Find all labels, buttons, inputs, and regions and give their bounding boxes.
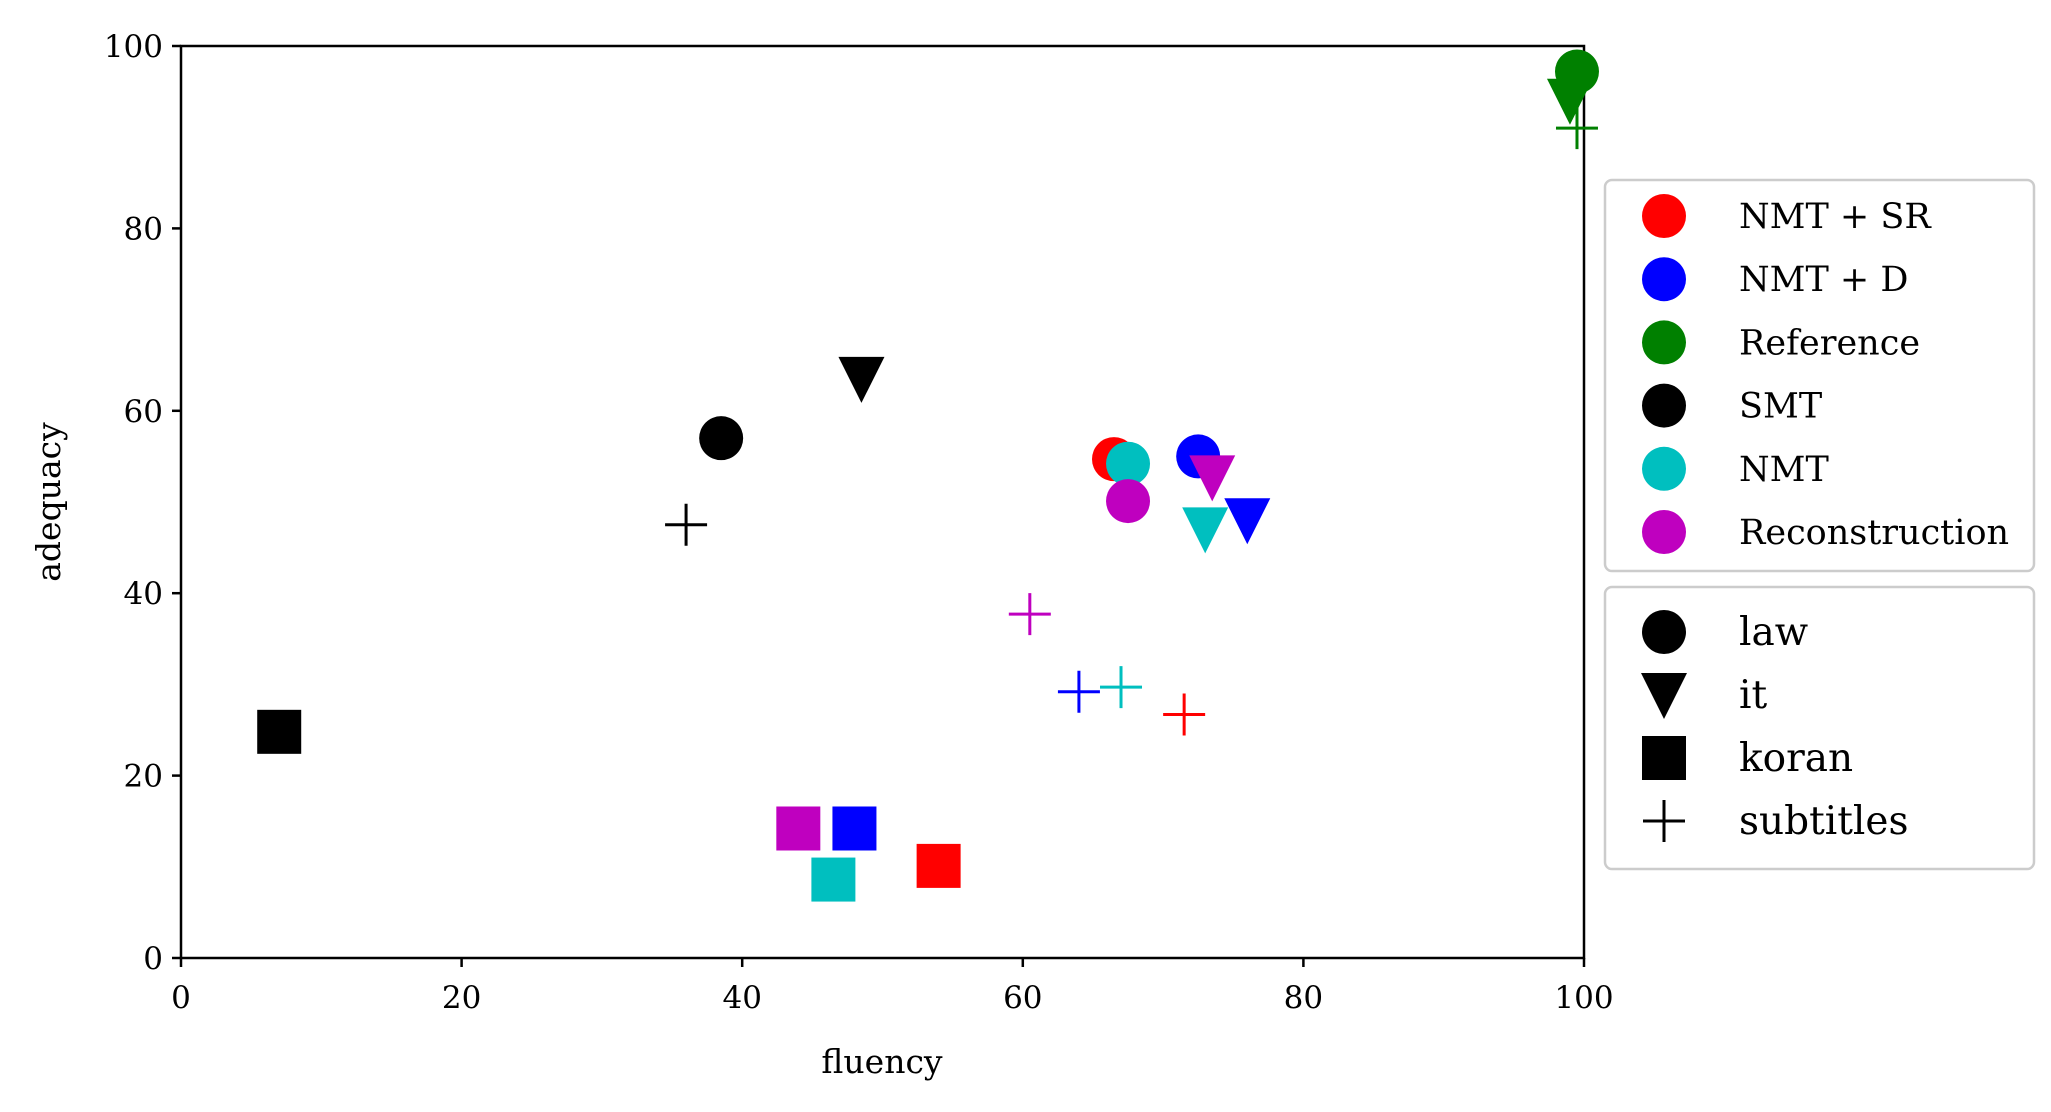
legend-marker	[1642, 383, 1686, 428]
data-points	[257, 49, 1599, 902]
data-point	[832, 806, 877, 851]
y-tick-label: 100	[104, 29, 163, 65]
legend-marker	[1643, 800, 1685, 842]
y-tick-label: 80	[124, 211, 163, 247]
data-point	[257, 709, 302, 754]
plot-area	[179, 44, 1586, 960]
legend-marker	[1642, 510, 1686, 554]
legend-marker	[1641, 673, 1687, 719]
y-tick-label: 0	[143, 941, 163, 977]
legend-systems-frame	[1603, 178, 2036, 573]
y-axis-label: adequacy	[29, 422, 68, 582]
data-point	[916, 843, 961, 888]
legend-label: SMT	[1739, 387, 1822, 427]
legend-label: Reconstruction	[1739, 513, 2009, 553]
legend-marker	[1642, 194, 1686, 238]
legend-label: NMT + SR	[1739, 197, 1932, 237]
legend-label: Reference	[1739, 323, 1920, 363]
x-tick-label: 20	[442, 980, 481, 1016]
legend-label: NMT + D	[1739, 260, 1908, 300]
data-point	[1163, 693, 1206, 736]
data-point	[838, 356, 885, 403]
legend-marker	[1642, 320, 1686, 365]
data-point	[776, 806, 821, 851]
x-axis-label: fluency	[821, 1042, 943, 1081]
legend-systems: NMT + SR NMT + D Reference SMT NMT Reconstruc…	[1603, 178, 2036, 573]
data-point	[1224, 498, 1271, 545]
legend-marker	[1642, 446, 1686, 491]
x-tick-label: 40	[722, 980, 761, 1016]
data-point	[1100, 666, 1143, 709]
y-axis-ticks: 0 20 40 60 80 100	[104, 29, 181, 977]
data-point	[1106, 441, 1151, 486]
legend-marker	[1642, 610, 1686, 654]
legend-label: NMT	[1739, 450, 1829, 490]
y-tick-label: 40	[124, 576, 163, 612]
data-point	[1555, 107, 1598, 150]
data-point	[699, 416, 744, 461]
data-point	[665, 503, 708, 546]
x-axis-ticks: 0 20 40 60 80 100	[171, 958, 1614, 1016]
legend-label: it	[1739, 673, 1767, 718]
data-point	[1189, 455, 1236, 502]
x-tick-label: 0	[171, 980, 191, 1016]
legend-label: koran	[1739, 736, 1853, 781]
legend-label: law	[1739, 610, 1808, 655]
legend-domains-frame	[1603, 585, 2036, 871]
data-point	[811, 857, 856, 902]
x-tick-label: 100	[1554, 980, 1613, 1016]
legend-domains: law it koran subtitles	[1603, 585, 2036, 871]
data-point	[1057, 670, 1100, 713]
data-point	[1182, 507, 1229, 554]
x-tick-label: 60	[1003, 980, 1042, 1016]
legend-label: subtitles	[1739, 799, 1908, 844]
x-tick-label: 80	[1284, 980, 1323, 1016]
legend-marker	[1642, 257, 1686, 302]
data-point	[1546, 78, 1593, 125]
data-point	[1008, 593, 1051, 636]
data-point	[1106, 479, 1151, 524]
y-tick-label: 20	[124, 759, 163, 795]
legend-marker	[1642, 736, 1686, 780]
y-tick-label: 60	[124, 394, 163, 430]
